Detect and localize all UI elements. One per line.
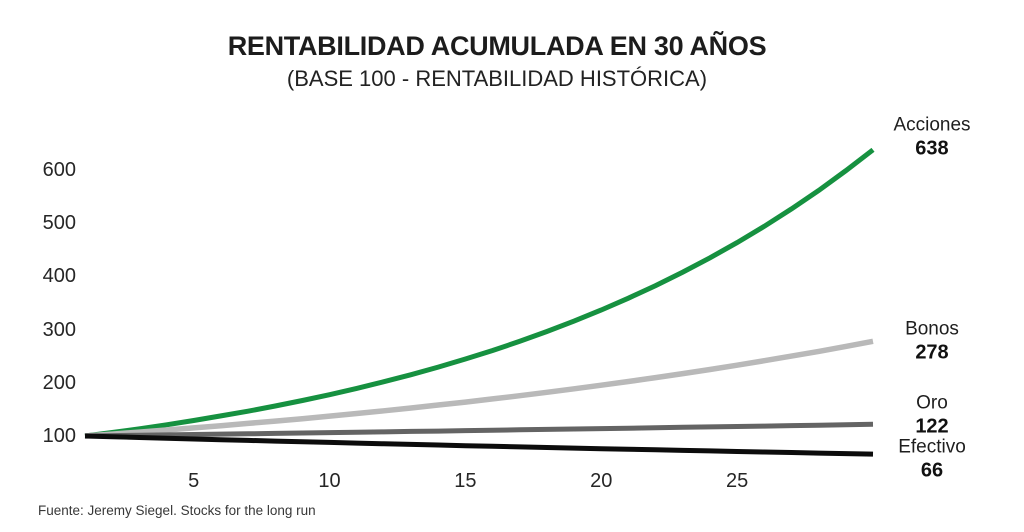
- series-label-bonos: Bonos 278: [905, 318, 959, 365]
- x-tick-label-10: 10: [318, 470, 341, 492]
- series-label-efectivo: Efectivo 66: [898, 436, 966, 483]
- source-note: Fuente: Jeremy Siegel. Stocks for the lo…: [38, 503, 316, 518]
- series-end-value: 122: [915, 415, 949, 438]
- series-label-oro: Oro 122: [915, 392, 948, 439]
- series-line-acciones: [84, 147, 875, 439]
- x-tick-label-20: 20: [590, 470, 613, 492]
- y-tick-label-200: 200: [42, 371, 76, 394]
- y-tick-label-300: 300: [42, 318, 76, 341]
- chart-subtitle: (BASE 100 - RENTABILIDAD HISTÓRICA): [286, 66, 708, 91]
- y-tick-label-500: 500: [42, 212, 76, 235]
- chart-title: RENTABILIDAD ACUMULADA EN 30 AÑOS: [227, 31, 767, 61]
- series-end-value: 638: [915, 137, 949, 160]
- y-tick-label-600: 600: [42, 159, 76, 181]
- y-tick-label-400: 400: [42, 265, 76, 288]
- series-end-value: 278: [915, 341, 949, 364]
- series-end-value: 66: [920, 459, 944, 482]
- series-line-oro: [84, 421, 874, 439]
- x-tick-label-15: 15: [454, 470, 477, 492]
- series-name: Oro: [916, 392, 948, 414]
- series-line-efectivo: [84, 433, 874, 457]
- x-tick-label-5: 5: [188, 470, 200, 492]
- x-tick-label-25: 25: [726, 470, 749, 492]
- series-name: Bonos: [905, 318, 959, 340]
- series-name: Acciones: [893, 114, 971, 136]
- series-name: Efectivo: [898, 436, 966, 458]
- series-line-bonos: [84, 338, 874, 439]
- y-tick-label-100: 100: [42, 425, 76, 447]
- series-label-acciones: Acciones 638: [893, 113, 970, 160]
